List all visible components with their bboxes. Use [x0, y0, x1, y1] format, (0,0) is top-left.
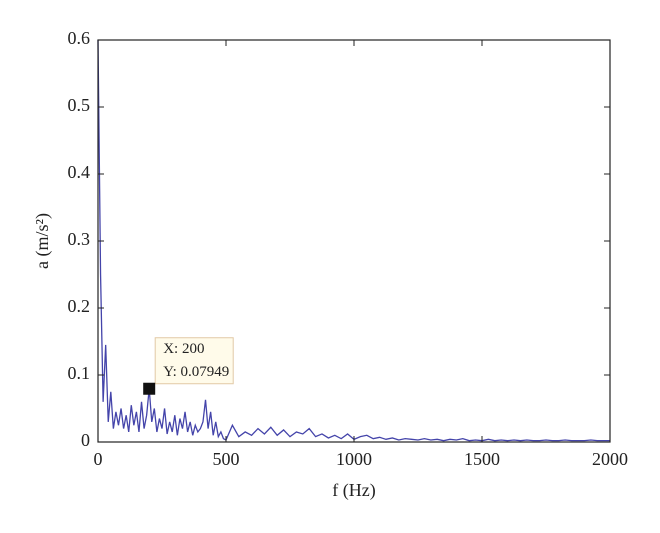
spectrum-line — [97, 39, 610, 442]
x-tick-label: 1500 — [464, 449, 500, 469]
datatip: X: 200 Y: 0.07949 — [154, 337, 234, 385]
x-tick-label: 500 — [213, 449, 240, 469]
y-tick-label: 0.4 — [68, 162, 91, 182]
y-tick-label: 0.1 — [68, 363, 91, 383]
datatip-text: Y: 0.07949 — [163, 364, 229, 380]
y-tick-label: 0.5 — [68, 95, 91, 115]
y-tick-label: 0 — [81, 430, 90, 450]
datatip-marker — [143, 382, 156, 395]
datatip-box — [154, 337, 234, 385]
y-axis-label: a (m/s²) — [32, 213, 53, 269]
x-tick-label: 2000 — [592, 449, 628, 469]
y-tick-label: 0.3 — [68, 229, 91, 249]
x-axis-label: f (Hz) — [332, 480, 375, 501]
y-tick-label: 0.2 — [68, 296, 91, 316]
datatip-text: X: 200 — [163, 341, 204, 357]
x-tick-label: 0 — [94, 449, 103, 469]
y-tick-label: 0.6 — [68, 28, 91, 48]
x-tick-label: 1000 — [336, 449, 372, 469]
